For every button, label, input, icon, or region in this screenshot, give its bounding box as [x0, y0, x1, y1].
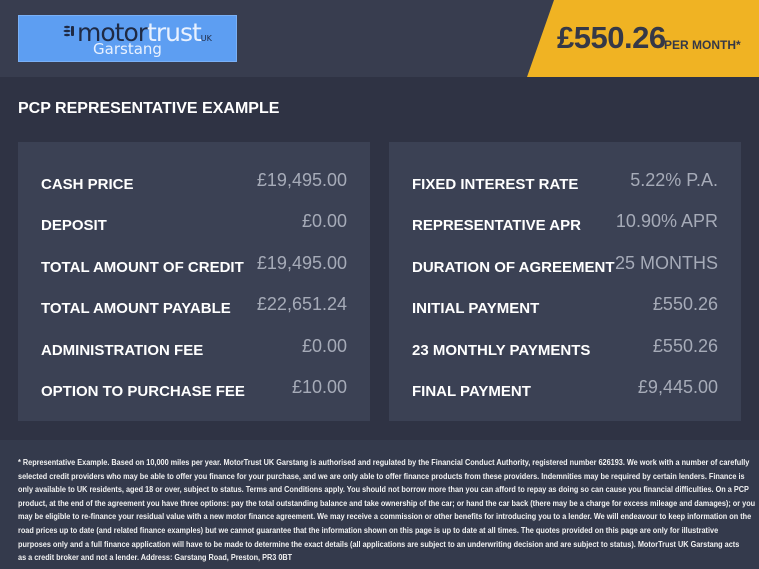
header: motortrustUK Garstang £550.26 PER MONTH*: [0, 0, 759, 77]
logo-location: Garstang: [93, 40, 162, 58]
finance-row: 23 MONTHLY PAYMENTS £550.26: [412, 335, 718, 359]
finance-row: INITIAL PAYMENT £550.26: [412, 293, 718, 317]
finance-label: FINAL PAYMENT: [412, 383, 531, 400]
finance-value: £550.26: [652, 294, 718, 315]
disclaimer-line: as a credit broker and not a lender. Add…: [18, 552, 293, 563]
logo-brand-a: motor: [77, 18, 148, 47]
monthly-price-banner: £550.26 PER MONTH*: [527, 0, 759, 77]
finance-label: CASH PRICE: [41, 176, 134, 193]
finance-row: TOTAL AMOUNT PAYABLE £22,651.24: [41, 293, 347, 317]
finance-panel-right: FIXED INTEREST RATE 5.22% P.A. REPRESENTAT…: [389, 142, 741, 421]
finance-row: DURATION OF AGREEMENT 25 MONTHS: [412, 252, 718, 276]
logo-brand-b: trust: [147, 18, 202, 47]
finance-value: £19,495.00: [256, 252, 347, 273]
finance-value: £0.00: [301, 335, 347, 356]
finance-row: CASH PRICE £19,495.00: [41, 169, 347, 193]
logo-wordmark: motortrustUK: [77, 18, 212, 47]
finance-value: £550.26: [652, 335, 718, 356]
section-title: PCP REPRESENTATIVE EXAMPLE: [18, 100, 280, 117]
finance-value: £22,651.24: [256, 294, 347, 315]
finance-label: OPTION TO PURCHASE FEE: [41, 383, 245, 400]
finance-label: INITIAL PAYMENT: [412, 300, 540, 318]
motortrust-logo[interactable]: motortrustUK Garstang: [18, 15, 237, 62]
disclaimer-line: purposes only and a full finance applica…: [18, 538, 740, 549]
finance-value: £10.00: [291, 377, 347, 397]
disclaimer-line: product, at the end of the agreement you…: [18, 497, 756, 508]
disclaimer-line: selected credit providers who may be abl…: [18, 470, 745, 481]
disclaimer-line: * Representative Example. Based on 10,00…: [18, 457, 750, 467]
disclaimer: * Representative Example. Based on 10,00…: [0, 440, 759, 569]
finance-label: TOTAL AMOUNT OF CREDIT: [41, 258, 244, 276]
finance-row: ADMINISTRATION FEE £0.00: [41, 335, 347, 359]
finance-row: FINAL PAYMENT £9,445.00: [412, 376, 718, 400]
finance-label: DEPOSIT: [41, 217, 107, 235]
logo-brand-uk: UK: [200, 34, 212, 43]
finance-label: FIXED INTEREST RATE: [412, 176, 579, 193]
finance-row: DEPOSIT £0.00: [41, 210, 347, 234]
finance-label: ADMINISTRATION FEE: [41, 341, 204, 359]
finance-row: REPRESENTATIVE APR 10.90% APR: [412, 210, 718, 234]
finance-row: FIXED INTEREST RATE 5.22% P.A.: [412, 169, 718, 193]
monthly-price: £550.26: [557, 20, 666, 55]
per-month-label: PER MONTH*: [664, 38, 741, 52]
finance-label: 23 MONTHLY PAYMENTS: [412, 341, 591, 359]
finance-value: 5.22% P.A.: [630, 170, 718, 190]
finance-label: REPRESENTATIVE APR: [412, 217, 581, 235]
finance-row: TOTAL AMOUNT OF CREDIT £19,495.00: [41, 252, 347, 276]
finance-value: £19,495.00: [256, 170, 347, 190]
finance-value: 25 MONTHS: [614, 252, 718, 273]
leaf-icon: [63, 25, 74, 37]
finance-label: TOTAL AMOUNT PAYABLE: [41, 300, 231, 318]
finance-label: DURATION OF AGREEMENT: [412, 258, 615, 276]
finance-value: £9,445.00: [637, 377, 718, 397]
disclaimer-line: road prices up to date (and related fina…: [18, 525, 719, 535]
disclaimer-line: only available to UK residents, aged 18 …: [18, 484, 749, 495]
finance-value: 10.90% APR: [615, 211, 718, 232]
finance-row: OPTION TO PURCHASE FEE £10.00: [41, 376, 347, 400]
finance-panel-left: CASH PRICE £19,495.00 DEPOSIT £0.00 TOTAL AM…: [18, 142, 370, 421]
finance-value: £0.00: [301, 211, 347, 232]
disclaimer-line: may be eligible to re-finance your resid…: [18, 511, 752, 522]
